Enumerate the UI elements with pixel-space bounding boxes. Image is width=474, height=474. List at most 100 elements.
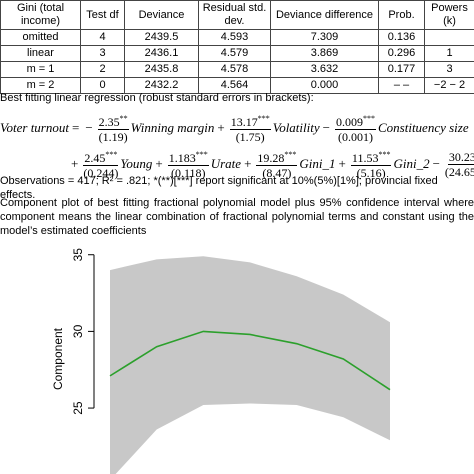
table-cell: 1 bbox=[424, 45, 474, 62]
table-cell: m = 2 bbox=[0, 77, 81, 94]
coefficient: 30.23(24.65) bbox=[445, 150, 474, 179]
table-cell: 3 bbox=[80, 45, 125, 62]
equation-equals: = bbox=[71, 120, 80, 135]
variable: Urate bbox=[210, 156, 242, 171]
table-cell: 4.593 bbox=[198, 29, 271, 46]
coef-se: (1.19) bbox=[98, 130, 128, 144]
coef-value: 0.009*** bbox=[334, 112, 376, 130]
table-cell: m = 1 bbox=[0, 61, 81, 78]
header-cell: Residual std. dev. bbox=[198, 0, 271, 30]
coef-value: 2.45*** bbox=[83, 148, 119, 166]
header-cell: Powers (k) bbox=[424, 0, 474, 30]
table-cell: 4 bbox=[80, 29, 125, 46]
table-cell: linear bbox=[0, 45, 81, 62]
table-cell: 0.000 bbox=[270, 77, 379, 94]
header-row: Gini (total income) Test df Deviance Residu… bbox=[0, 0, 474, 30]
coef-stars: *** bbox=[257, 114, 270, 123]
term-sign: + bbox=[244, 156, 252, 171]
header-cell: Deviance bbox=[124, 0, 199, 30]
coefficient: 19.28*** (8.47) bbox=[256, 148, 298, 180]
equation-lhs: Voter turnout bbox=[0, 120, 69, 135]
coef-se: (1.75) bbox=[235, 130, 265, 144]
coefficient: 1.183*** (0.118) bbox=[167, 148, 209, 180]
table-cell: – – bbox=[378, 77, 425, 94]
table-cell: 0.296 bbox=[378, 45, 425, 62]
table-cell: 7.309 bbox=[270, 29, 379, 46]
coefficient: 0.009*** (0.001) bbox=[334, 112, 376, 144]
term-sign: + bbox=[71, 156, 79, 171]
coef-se: (0.244) bbox=[83, 166, 119, 180]
term-sign: − bbox=[432, 156, 440, 171]
coefficient: 2.35** (1.19) bbox=[97, 112, 129, 144]
coef-number: 19.28 bbox=[257, 151, 285, 165]
table-cell: 3.632 bbox=[270, 61, 379, 78]
observations-note: Observations = 417; R² = .821; *(**)[***… bbox=[0, 175, 438, 201]
table-cell: omitted bbox=[0, 29, 81, 46]
coef-stars: *** bbox=[105, 150, 118, 159]
component-line bbox=[109, 330, 391, 391]
coef-number: 13.17 bbox=[230, 115, 258, 129]
table-cell: 2435.8 bbox=[124, 61, 199, 78]
coef-se: (24.65) bbox=[444, 164, 474, 179]
coef-value: 2.35** bbox=[97, 112, 129, 130]
header-cell: Deviance difference bbox=[270, 0, 379, 30]
table-cell: 3.869 bbox=[270, 45, 379, 62]
coef-stars: *** bbox=[362, 114, 375, 123]
coefficient: 11.53*** (5.16) bbox=[350, 148, 392, 180]
y-tick-label: 25 bbox=[71, 401, 85, 415]
coef-number: 0.009 bbox=[335, 115, 363, 129]
coef-stars: *** bbox=[195, 150, 208, 159]
variable: Young bbox=[120, 156, 153, 171]
coefficient: 13.17*** (1.75) bbox=[229, 112, 271, 144]
y-tick-label: 30 bbox=[71, 324, 85, 338]
term-sign: + bbox=[217, 120, 225, 135]
term-sign: − bbox=[322, 120, 330, 135]
table-cell bbox=[424, 29, 474, 46]
table-cell: 2 bbox=[80, 61, 125, 78]
y-axis-label: Component bbox=[51, 327, 65, 390]
table-row: m = 2 0 2432.2 4.564 0.000– – −2 − 2 bbox=[0, 77, 474, 94]
term-sign: + bbox=[338, 156, 346, 171]
coef-se: (0.001) bbox=[337, 130, 373, 144]
coef-number: 2.35 bbox=[98, 115, 120, 129]
chart: Component 25 30 35 bbox=[51, 248, 391, 474]
coef-se: (0.118) bbox=[170, 166, 206, 180]
variable: Gini_2 bbox=[393, 156, 430, 171]
table-cell: 3 bbox=[424, 61, 474, 78]
plot-area bbox=[109, 256, 391, 474]
equation-line: +2.45*** (0.244) Young +1.183*** (0.118) Urat… bbox=[0, 146, 474, 182]
variable: Volatility bbox=[272, 120, 320, 135]
table-cell: 2436.1 bbox=[124, 45, 199, 62]
table-cell: 4.564 bbox=[198, 77, 271, 94]
coef-number: 11.53 bbox=[351, 151, 379, 165]
term-sign: + bbox=[155, 156, 163, 171]
table-cell: 4.579 bbox=[198, 45, 271, 62]
equation: Voter turnout = − 2.35** (1.19) Winning margi… bbox=[0, 110, 474, 182]
coef-value: 1.183*** bbox=[167, 148, 209, 166]
coef-value: 13.17*** bbox=[229, 112, 271, 130]
equation-line: Voter turnout = − 2.35** (1.19) Winning margi… bbox=[0, 110, 474, 146]
header-cell: Prob. bbox=[378, 0, 425, 30]
fit-table: Gini (total income) Test df Deviance Residu… bbox=[0, 0, 474, 94]
table-cell: −2 − 2 bbox=[424, 77, 474, 94]
y-tick-label: 35 bbox=[71, 248, 85, 262]
table-cell: 0.136 bbox=[378, 29, 425, 46]
coef-se: (5.16) bbox=[356, 166, 386, 180]
coef-number: 2.45 bbox=[84, 151, 106, 165]
coef-value: 19.28*** bbox=[256, 148, 298, 166]
table-cell: 2432.2 bbox=[124, 77, 199, 94]
variable: Winning margin bbox=[130, 120, 215, 135]
coefficient: 2.45*** (0.244) bbox=[83, 148, 119, 180]
coef-number: 1.183 bbox=[168, 151, 196, 165]
figure-caption: Component plot of best fitting fractiona… bbox=[0, 197, 474, 237]
coef-value: 30.23 bbox=[447, 149, 474, 165]
table-cell: 4.578 bbox=[198, 61, 271, 78]
variable: Constituency size bbox=[377, 120, 469, 135]
coef-number: 30.23 bbox=[448, 149, 474, 164]
header-cell: Test df bbox=[80, 0, 125, 30]
table-cell: 2439.5 bbox=[124, 29, 199, 46]
coef-se: (8.47) bbox=[262, 166, 292, 180]
table-row: omitted 4 2439.5 4.593 7.309 0.136 bbox=[0, 29, 474, 46]
coef-stars: *** bbox=[284, 150, 297, 159]
